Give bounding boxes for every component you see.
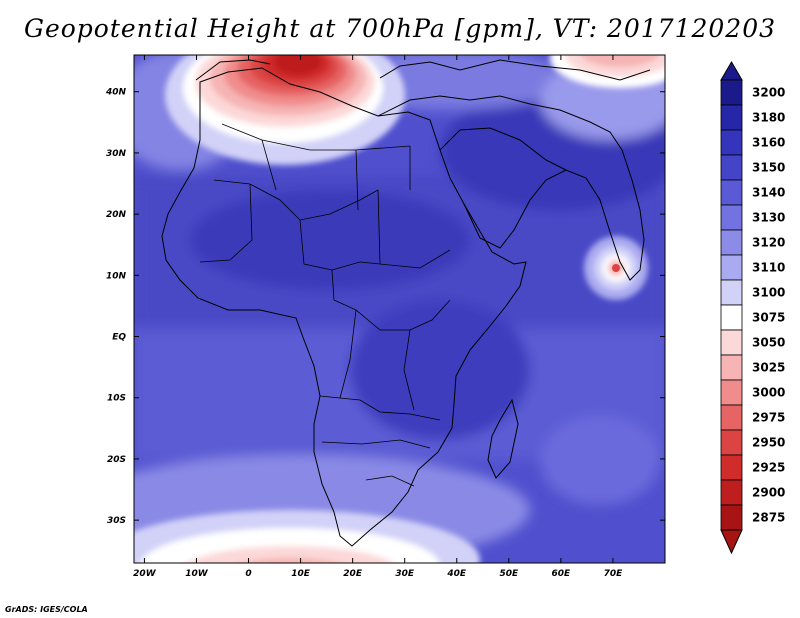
colorbar-swatch bbox=[720, 504, 743, 531]
colorbar-swatch bbox=[720, 154, 743, 181]
colorbar-swatch bbox=[720, 404, 743, 431]
colorbar-label: 3100 bbox=[752, 286, 785, 300]
axis-ticks bbox=[134, 55, 665, 563]
lon-label: 0 bbox=[245, 569, 251, 579]
lat-label: 30N bbox=[106, 149, 127, 159]
colorbar: 3200 3180 3160 3150 3140 3130 3120 3110 3100 3075… bbox=[720, 61, 785, 555]
colorbar-swatch bbox=[720, 429, 743, 456]
credit-text: GrADS: IGES/COLA bbox=[5, 605, 88, 614]
colorbar-swatch bbox=[720, 254, 743, 281]
colorbar-label: 2875 bbox=[752, 511, 785, 525]
colorbar-swatch bbox=[720, 229, 743, 256]
colorbar-label: 2975 bbox=[752, 411, 785, 425]
lat-label: EQ bbox=[112, 333, 126, 343]
colorbar-swatch bbox=[720, 179, 743, 206]
lon-label: 10E bbox=[291, 569, 311, 579]
colorbar-label: 3140 bbox=[752, 186, 785, 200]
colorbar-label: 3180 bbox=[752, 111, 785, 125]
colorbar-swatch bbox=[720, 79, 743, 106]
lon-label: 50E bbox=[499, 569, 519, 579]
plot-frame bbox=[133, 54, 666, 564]
lon-label: 30E bbox=[395, 569, 415, 579]
lon-label: 20E bbox=[343, 569, 363, 579]
coastline bbox=[161, 59, 651, 547]
lon-label: 10W bbox=[185, 569, 209, 579]
colorbar-swatch bbox=[720, 279, 743, 306]
colorbar-swatch bbox=[720, 379, 743, 406]
lon-label: 70E bbox=[604, 569, 624, 579]
lat-label: 10S bbox=[107, 394, 126, 404]
lat-label: 30S bbox=[107, 516, 126, 526]
colorbar-label: 3050 bbox=[752, 336, 785, 350]
colorbar-label: 3130 bbox=[752, 211, 785, 225]
lat-label: 20S bbox=[107, 455, 126, 465]
colorbar-label: 2900 bbox=[752, 486, 785, 500]
colorbar-swatch bbox=[720, 354, 743, 381]
colorbar-bottom-arrow bbox=[720, 529, 743, 555]
longitude-labels: 20W 10W 0 10E 20E 30E 40E 50E 60E 70E bbox=[133, 569, 623, 579]
colorbar-top-arrow bbox=[720, 61, 743, 81]
colorbar-label: 3075 bbox=[752, 311, 785, 325]
lat-label: 20N bbox=[106, 210, 127, 220]
map-title: Geopotential Height at 700hPa [gpm], VT:… bbox=[23, 14, 777, 43]
colorbar-swatch bbox=[720, 479, 743, 506]
colorbar-swatch bbox=[720, 304, 743, 331]
colorbar-swatch bbox=[720, 454, 743, 481]
colorbar-swatch bbox=[720, 129, 743, 156]
lat-label: 40N bbox=[105, 88, 127, 98]
colorbar-label: 2950 bbox=[752, 436, 785, 450]
latitude-labels: 40N 30N 20N 10N EQ 10S 20S 30S bbox=[105, 88, 127, 526]
colorbar-swatch bbox=[720, 104, 743, 131]
lat-label: 10N bbox=[106, 271, 127, 281]
geopotential-field bbox=[134, 55, 665, 563]
lon-label: 20W bbox=[133, 569, 157, 579]
colorbar-label: 3000 bbox=[752, 386, 785, 400]
colorbar-swatch bbox=[720, 204, 743, 231]
country-borders bbox=[199, 123, 451, 487]
colorbar-label: 3025 bbox=[752, 361, 785, 375]
colorbar-swatch bbox=[720, 329, 743, 356]
colorbar-label: 2925 bbox=[752, 461, 785, 475]
colorbar-label: 3200 bbox=[752, 86, 785, 100]
lon-label: 60E bbox=[552, 569, 572, 579]
lon-label: 40E bbox=[446, 569, 467, 579]
colorbar-label: 3150 bbox=[752, 161, 785, 175]
colorbar-label: 3120 bbox=[752, 236, 785, 250]
colorbar-label: 3110 bbox=[752, 261, 785, 275]
colorbar-label: 3160 bbox=[752, 136, 785, 150]
